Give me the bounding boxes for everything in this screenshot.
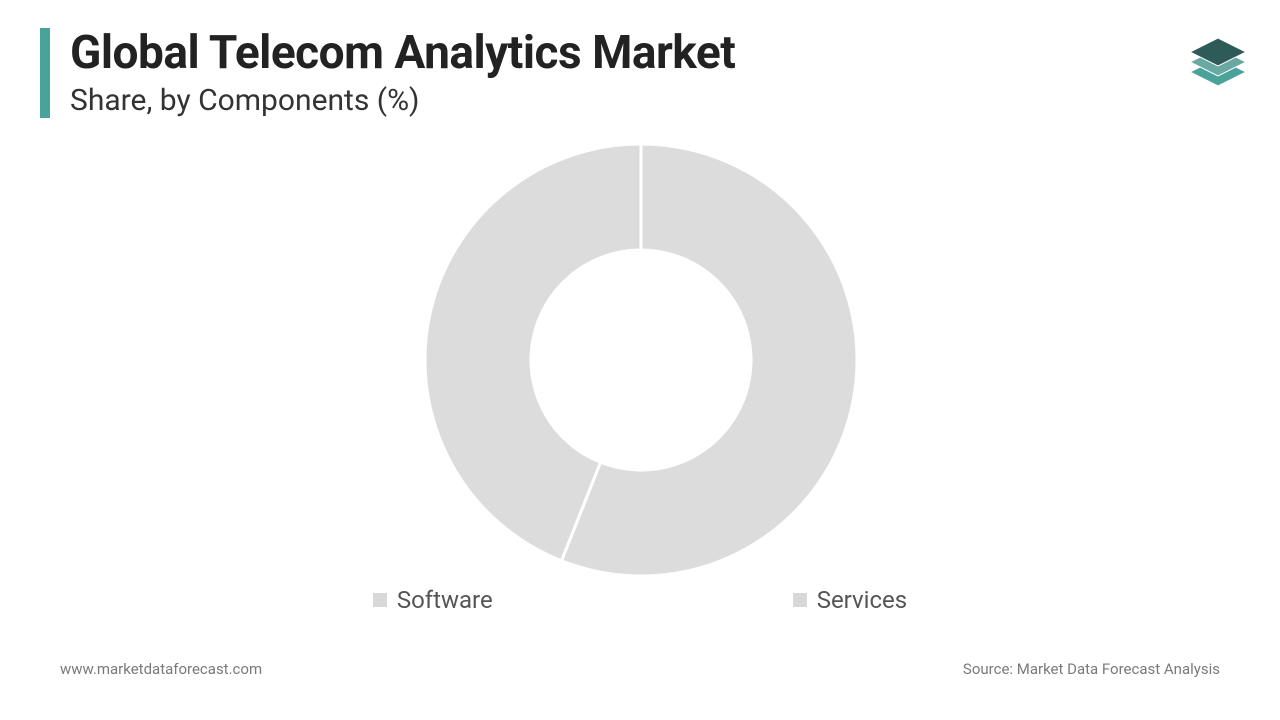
brand-logo — [1186, 28, 1250, 92]
accent-bar — [40, 28, 50, 118]
footer-url: www.marketdataforecast.com — [60, 660, 262, 678]
layers-icon — [1186, 28, 1250, 92]
page-root: Global Telecom Analytics Market Share, b… — [0, 0, 1280, 720]
legend-swatch — [373, 593, 387, 607]
legend-item-software: Software — [373, 586, 493, 614]
legend-label: Software — [397, 586, 493, 614]
chart-title: Global Telecom Analytics Market — [70, 28, 735, 79]
title-block: Global Telecom Analytics Market Share, b… — [70, 28, 735, 118]
legend-swatch — [793, 593, 807, 607]
donut-chart — [425, 144, 857, 576]
legend: Software Services — [0, 586, 1280, 614]
header: Global Telecom Analytics Market Share, b… — [40, 28, 735, 118]
legend-label: Services — [817, 586, 907, 614]
donut-svg — [425, 144, 857, 576]
footer-source: Source: Market Data Forecast Analysis — [963, 660, 1220, 678]
chart-subtitle: Share, by Components (%) — [70, 83, 735, 118]
legend-item-services: Services — [793, 586, 907, 614]
